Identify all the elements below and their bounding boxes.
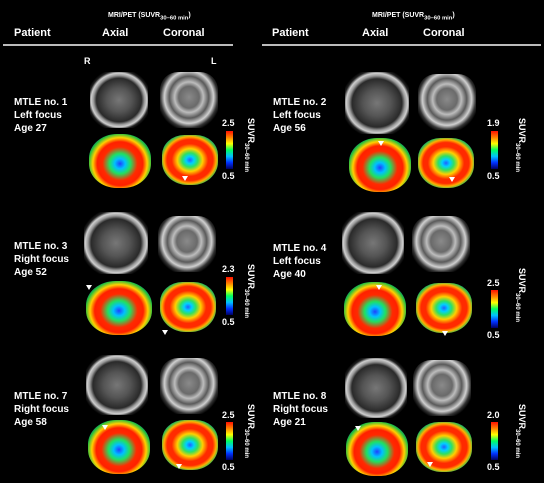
mri-axial-image [90, 72, 148, 128]
mri-coronal-image [413, 360, 471, 416]
patient-label: MTLE no. 4 Left focus Age 40 [273, 242, 326, 281]
colorbar [226, 277, 233, 315]
colorbar-min: 0.5 [487, 462, 500, 472]
focus-arrow-marker [102, 425, 108, 430]
patient-age: Age 21 [273, 417, 306, 428]
colorbar [226, 422, 233, 460]
pet-axial-image [89, 134, 151, 188]
patient-age: Age 58 [14, 417, 47, 428]
patient-id: MTLE no. 4 [273, 243, 327, 254]
patient-id: MTLE no. 8 [273, 391, 327, 402]
colorbar-unit: SUVR30–60 min [514, 404, 527, 459]
colorbar-min: 0.5 [222, 317, 235, 327]
header-coronal-right: Coronal [423, 27, 465, 39]
mri-coronal-image [158, 216, 216, 272]
colorbar-unit: SUVR30–60 min [243, 118, 256, 173]
header-mri-pet-right: MRI/PET (SUVR30–60 min) [372, 12, 455, 22]
pet-coronal-image [418, 138, 474, 188]
colorbar-min: 0.5 [222, 171, 235, 181]
pet-axial-image [349, 138, 411, 192]
header-patient-right: Patient [272, 27, 309, 39]
mri-axial-image [345, 358, 407, 418]
patient-label: MTLE no. 3 Right focus Age 52 [14, 240, 69, 279]
header-coronal-left: Coronal [163, 27, 205, 39]
patient-focus: Right focus [14, 254, 69, 265]
focus-arrow-marker [86, 285, 92, 290]
patient-id: MTLE no. 3 [14, 241, 68, 252]
mri-axial-image [345, 72, 409, 134]
colorbar-unit: SUVR30–60 min [243, 264, 256, 319]
pet-axial-image [344, 282, 406, 336]
focus-arrow-marker [162, 330, 168, 335]
pet-axial-image [86, 281, 152, 335]
pet-coronal-image [162, 135, 218, 185]
colorbar-max: 2.5 [487, 278, 500, 288]
focus-arrow-marker [176, 464, 182, 469]
colorbar-min: 0.5 [487, 330, 500, 340]
header-axial-left: Axial [102, 27, 129, 39]
mri-coronal-image [160, 72, 218, 128]
pet-coronal-image [416, 422, 472, 472]
colorbar-max: 2.3 [222, 264, 235, 274]
colorbar-max: 1.9 [487, 118, 500, 128]
header-mri-pet-left: MRI/PET (SUVR30–60 min) [108, 12, 191, 22]
patient-label: MTLE no. 8 Right focus Age 21 [273, 390, 328, 429]
pet-axial-image [88, 420, 150, 474]
pet-axial-image [346, 422, 408, 476]
header-rule-right [262, 44, 541, 46]
focus-arrow-marker [442, 331, 448, 336]
colorbar [491, 290, 498, 328]
patient-id: MTLE no. 1 [14, 97, 68, 108]
colorbar-unit: SUVR30–60 min [514, 268, 527, 323]
colorbar-max: 2.5 [222, 410, 235, 420]
colorbar-unit: SUVR30–60 min [243, 404, 256, 459]
patient-label: MTLE no. 2 Left focus Age 56 [273, 96, 326, 135]
colorbar [491, 422, 498, 460]
patient-age: Age 52 [14, 267, 47, 278]
patient-id: MTLE no. 7 [14, 391, 68, 402]
patient-focus: Left focus [14, 110, 62, 121]
mri-coronal-image [412, 216, 470, 272]
colorbar-unit: SUVR30–60 min [514, 118, 527, 173]
patient-age: Age 56 [273, 123, 306, 134]
patient-focus: Left focus [273, 256, 321, 267]
mri-coronal-image [418, 74, 476, 130]
side-label-left: L [211, 56, 217, 66]
focus-arrow-marker [355, 426, 361, 431]
patient-focus: Left focus [273, 110, 321, 121]
colorbar-max: 2.0 [487, 410, 500, 420]
mri-axial-image [84, 212, 148, 274]
patient-age: Age 40 [273, 269, 306, 280]
patient-focus: Right focus [273, 404, 328, 415]
mri-coronal-image [160, 358, 218, 414]
patient-id: MTLE no. 2 [273, 97, 327, 108]
focus-arrow-marker [427, 462, 433, 467]
mri-axial-image [86, 355, 148, 415]
colorbar [226, 131, 233, 169]
focus-arrow-marker [378, 141, 384, 146]
colorbar-min: 0.5 [222, 462, 235, 472]
side-label-right: R [84, 56, 91, 66]
patient-label: MTLE no. 1 Left focus Age 27 [14, 96, 67, 135]
colorbar-max: 2.5 [222, 118, 235, 128]
header-rule-left [3, 44, 233, 46]
pet-coronal-image [162, 420, 218, 470]
patient-focus: Right focus [14, 404, 69, 415]
mri-axial-image [342, 212, 404, 274]
colorbar [491, 131, 498, 169]
patient-age: Age 27 [14, 123, 47, 134]
focus-arrow-marker [376, 285, 382, 290]
patient-label: MTLE no. 7 Right focus Age 58 [14, 390, 69, 429]
pet-coronal-image [160, 282, 216, 332]
focus-arrow-marker [182, 176, 188, 181]
colorbar-min: 0.5 [487, 171, 500, 181]
header-patient-left: Patient [14, 27, 51, 39]
pet-coronal-image [416, 283, 472, 333]
focus-arrow-marker [449, 177, 455, 182]
header-axial-right: Axial [362, 27, 389, 39]
